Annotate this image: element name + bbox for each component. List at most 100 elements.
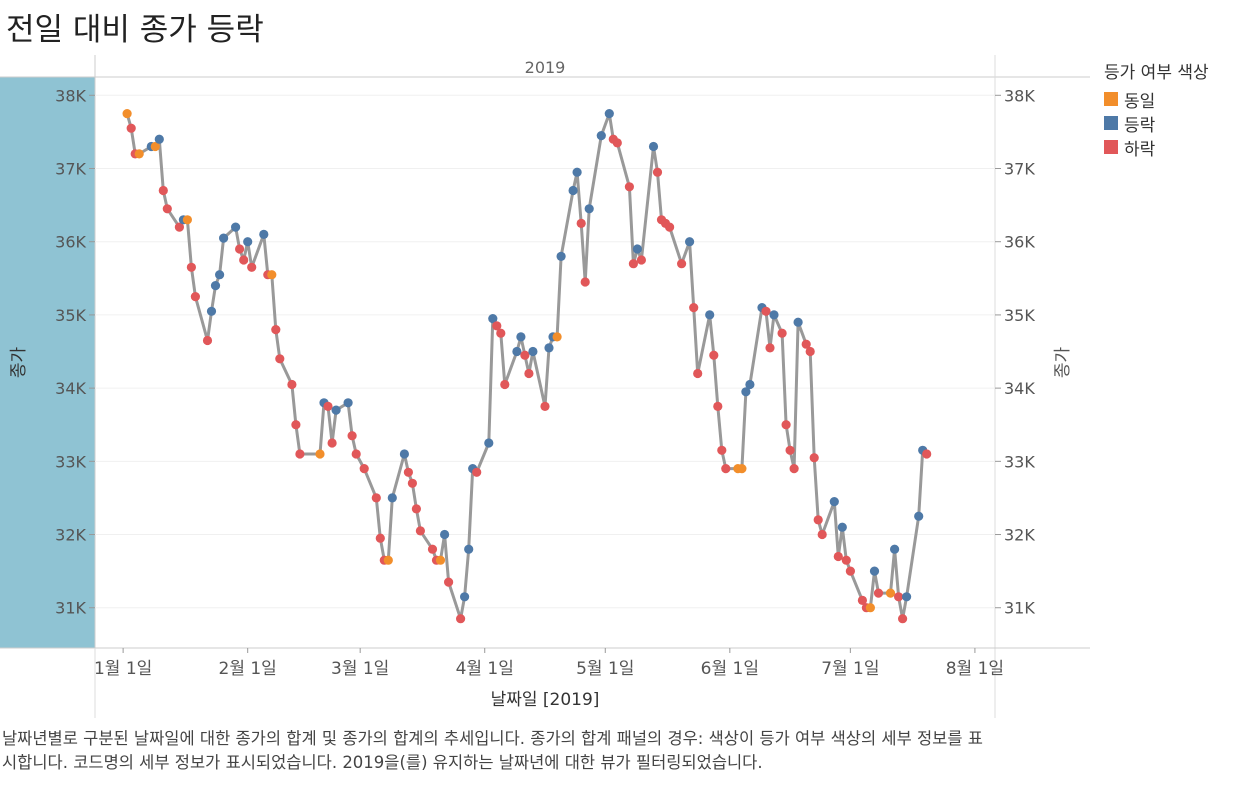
data-point[interactable]: [596, 131, 606, 141]
data-point[interactable]: [150, 141, 160, 152]
data-point[interactable]: [484, 438, 494, 448]
data-point[interactable]: [271, 325, 281, 335]
data-point[interactable]: [576, 218, 586, 228]
data-point[interactable]: [210, 281, 221, 291]
data-point[interactable]: [440, 529, 450, 540]
data-point[interactable]: [685, 237, 695, 247]
data-point[interactable]: [291, 420, 301, 430]
data-point[interactable]: [472, 467, 482, 477]
data-point[interactable]: [126, 123, 136, 133]
data-point[interactable]: [435, 555, 446, 565]
data-point[interactable]: [182, 215, 192, 225]
data-point[interactable]: [202, 335, 213, 346]
data-point[interactable]: [343, 398, 353, 408]
data-point[interactable]: [894, 592, 904, 602]
data-point[interactable]: [693, 368, 703, 379]
data-point[interactable]: [162, 204, 172, 214]
data-point[interactable]: [122, 109, 132, 119]
data-point[interactable]: [789, 464, 799, 474]
data-point[interactable]: [496, 328, 506, 338]
data-point[interactable]: [544, 343, 554, 353]
data-point[interactable]: [243, 237, 253, 247]
data-point[interactable]: [885, 588, 896, 598]
data-point[interactable]: [488, 314, 498, 324]
data-point[interactable]: [785, 445, 795, 455]
data-point[interactable]: [580, 277, 590, 287]
data-point[interactable]: [837, 522, 847, 532]
data-point[interactable]: [568, 185, 578, 196]
data-point[interactable]: [721, 464, 731, 474]
data-point[interactable]: [259, 229, 269, 239]
data-point[interactable]: [347, 431, 357, 441]
data-point[interactable]: [492, 321, 502, 331]
data-point[interactable]: [873, 588, 884, 598]
data-point[interactable]: [761, 306, 771, 316]
data-point[interactable]: [829, 497, 839, 507]
data-point[interactable]: [817, 529, 827, 540]
data-point[interactable]: [275, 354, 285, 364]
data-point[interactable]: [652, 167, 663, 177]
data-point[interactable]: [512, 346, 522, 357]
data-point[interactable]: [411, 504, 421, 514]
data-point[interactable]: [524, 368, 534, 379]
data-point[interactable]: [287, 379, 297, 390]
data-point[interactable]: [371, 493, 381, 503]
data-point[interactable]: [540, 401, 550, 411]
line-chart[interactable]: 2019 31K 31K 32K 32K 33K 33K 34K 34K 35K 35K 36K 36K…: [0, 0, 1242, 720]
data-point[interactable]: [745, 379, 755, 390]
data-point[interactable]: [552, 332, 562, 342]
data-point[interactable]: [327, 438, 337, 448]
data-point[interactable]: [375, 533, 385, 543]
data-point[interactable]: [572, 167, 582, 177]
data-point[interactable]: [174, 222, 184, 232]
legend-item-up[interactable]: 등락: [1104, 111, 1209, 136]
data-point[interactable]: [351, 449, 361, 459]
data-point[interactable]: [628, 259, 639, 269]
data-point[interactable]: [648, 141, 659, 152]
data-point[interactable]: [624, 182, 635, 192]
data-point[interactable]: [914, 511, 924, 521]
data-point[interactable]: [520, 350, 530, 360]
data-point[interactable]: [154, 134, 164, 144]
data-point[interactable]: [869, 566, 880, 576]
data-point[interactable]: [186, 262, 196, 272]
data-point[interactable]: [857, 595, 868, 606]
data-point[interactable]: [383, 555, 393, 565]
data-point[interactable]: [765, 343, 775, 353]
data-point[interactable]: [717, 445, 727, 455]
data-point[interactable]: [805, 346, 815, 357]
data-point[interactable]: [315, 449, 325, 459]
data-point[interactable]: [134, 149, 144, 159]
data-point[interactable]: [902, 592, 912, 602]
data-points[interactable]: [122, 109, 932, 624]
data-point[interactable]: [737, 464, 747, 474]
data-point[interactable]: [267, 270, 277, 280]
data-point[interactable]: [206, 306, 217, 316]
data-point[interactable]: [403, 467, 413, 477]
data-point[interactable]: [713, 401, 723, 411]
data-point[interactable]: [239, 255, 249, 265]
data-point[interactable]: [456, 614, 466, 624]
data-point[interactable]: [415, 526, 425, 536]
data-point[interactable]: [528, 346, 538, 357]
data-point[interactable]: [295, 449, 305, 459]
data-point[interactable]: [407, 478, 417, 488]
data-point[interactable]: [584, 204, 594, 214]
data-point[interactable]: [636, 255, 647, 265]
data-point[interactable]: [741, 387, 751, 397]
data-point[interactable]: [427, 544, 438, 554]
data-point[interactable]: [632, 244, 643, 254]
data-point[interactable]: [841, 555, 851, 565]
data-point[interactable]: [809, 453, 819, 463]
data-point[interactable]: [556, 251, 566, 261]
data-point[interactable]: [215, 270, 225, 280]
data-point[interactable]: [231, 222, 241, 232]
data-point[interactable]: [689, 303, 699, 313]
data-point[interactable]: [845, 566, 856, 576]
data-point[interactable]: [890, 544, 900, 554]
data-point[interactable]: [865, 603, 876, 613]
data-point[interactable]: [813, 515, 823, 525]
data-point[interactable]: [833, 551, 843, 562]
legend-item-down[interactable]: 하락: [1104, 135, 1209, 160]
data-point[interactable]: [399, 449, 409, 459]
